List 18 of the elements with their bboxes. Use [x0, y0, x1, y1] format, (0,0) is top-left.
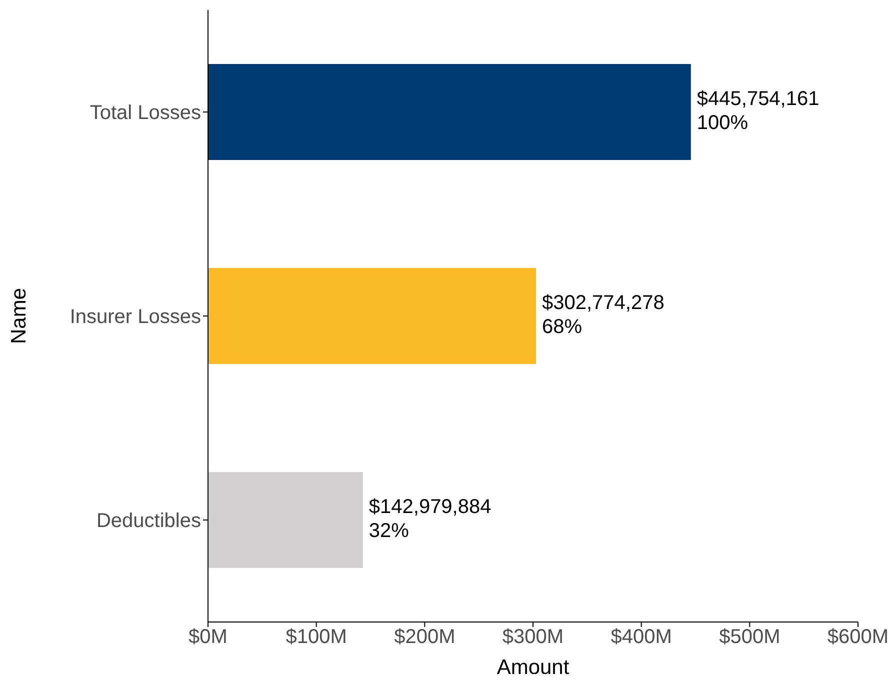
y-tick-label: Total Losses — [90, 102, 201, 124]
bar — [208, 472, 363, 568]
x-tick-label: $400M — [610, 626, 672, 648]
x-tick-label: $600M — [827, 626, 889, 648]
x-tick-label: $500M — [719, 626, 780, 648]
x-axis-title: Amount — [496, 656, 570, 679]
bar — [208, 268, 536, 364]
data-label: $142,979,884 32% — [368, 496, 492, 542]
x-tick-label: $0M — [188, 626, 228, 648]
y-tick-label: Deductibles — [96, 510, 201, 532]
x-tick-label: $200M — [394, 626, 456, 648]
data-label: $445,754,161 100% — [696, 88, 820, 134]
bar — [208, 64, 691, 160]
x-tick-label: $300M — [502, 626, 564, 648]
y-axis-title: Name — [7, 288, 30, 344]
data-label: $302,774,278 68% — [542, 292, 664, 338]
y-tick-label: Insurer Losses — [70, 306, 201, 328]
x-tick-label: $100M — [286, 626, 347, 648]
